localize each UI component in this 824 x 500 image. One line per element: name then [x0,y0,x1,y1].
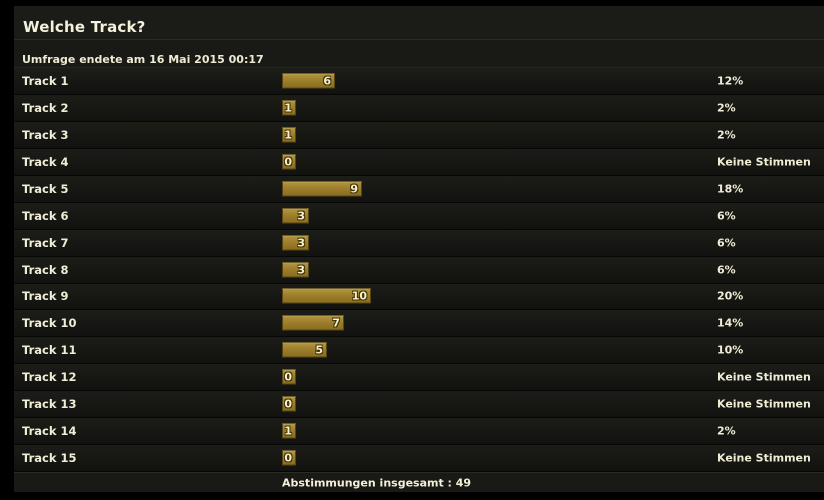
poll-row: Track 9 10 20% [14,283,824,311]
percent-label: 18% [717,182,744,196]
poll-rows-container: Track 1 6 12% Track 2 1 2% Track 3 1 2% … [14,68,824,473]
percent-label: 10% [717,343,744,357]
percent-label: Keine Stimmen [717,370,811,384]
poll-row: Track 1 6 12% [14,68,824,95]
percent-label: 20% [717,289,744,303]
vote-count: 6 [323,74,331,88]
vote-count: 0 [284,370,292,384]
track-label: Track 14 [22,424,77,439]
vote-bar: 0 [282,450,296,466]
vote-count: 0 [284,451,292,465]
vote-bar: 3 [282,208,309,224]
track-label: Track 12 [22,370,77,385]
track-label: Track 2 [22,100,69,115]
track-label: Track 8 [22,262,69,277]
track-label: Track 3 [22,127,69,142]
vote-bar: 6 [282,73,335,89]
percent-label: 6% [717,209,736,223]
poll-end-date: Umfrage endete am 16 Mai 2015 00:17 [22,53,264,66]
vote-bar: 0 [282,396,296,412]
vote-count: 5 [315,343,323,357]
poll-row: Track 8 3 6% [14,256,824,284]
vote-bar: 5 [282,342,327,358]
vote-count: 7 [332,316,340,330]
poll-results-panel: Welche Track? Umfrage endete am 16 Mai 2… [14,6,824,492]
vote-bar: 1 [282,100,296,116]
total-votes-label: Abstimmungen insgesamt : 49 [282,476,472,489]
vote-count: 1 [284,424,292,438]
track-label: Track 11 [22,343,77,358]
percent-label: 14% [717,316,744,330]
percent-label: 6% [717,263,736,277]
vote-count: 9 [350,182,358,196]
track-label: Track 7 [22,235,69,250]
poll-subtitle-bar: Umfrage endete am 16 Mai 2015 00:17 [14,40,824,68]
percent-label: 6% [717,236,736,250]
poll-row: Track 10 7 14% [14,310,824,338]
vote-bar: 1 [282,423,296,439]
vote-count: 0 [284,397,292,411]
vote-bar: 7 [282,315,344,331]
percent-label: Keine Stimmen [717,451,811,465]
poll-footer-bar: Abstimmungen insgesamt : 49 [14,472,824,492]
vote-count: 3 [297,236,305,250]
poll-row: Track 13 0 Keine Stimmen [14,391,824,419]
poll-row: Track 5 9 18% [14,175,824,203]
vote-count: 1 [284,101,292,115]
vote-count: 3 [297,209,305,223]
vote-count: 3 [297,263,305,277]
poll-row: Track 12 0 Keine Stimmen [14,364,824,392]
vote-bar: 3 [282,262,309,278]
poll-row: Track 2 1 2% [14,94,824,122]
vote-count: 10 [351,289,367,303]
poll-row: Track 4 0 Keine Stimmen [14,148,824,176]
percent-label: 2% [717,101,736,115]
track-label: Track 15 [22,451,77,466]
poll-title: Welche Track? [23,18,146,36]
vote-bar: 9 [282,181,362,197]
vote-bar: 10 [282,288,371,304]
poll-row: Track 6 3 6% [14,202,824,230]
poll-title-bar: Welche Track? [14,6,824,40]
track-label: Track 10 [22,316,77,331]
percent-label: 12% [717,74,744,88]
track-label: Track 1 [22,73,69,88]
percent-label: 2% [717,128,736,142]
track-label: Track 13 [22,397,77,412]
percent-label: Keine Stimmen [717,397,811,411]
vote-count: 1 [284,128,292,142]
vote-bar: 3 [282,235,309,251]
vote-count: 0 [284,155,292,169]
percent-label: 2% [717,424,736,438]
track-label: Track 9 [22,289,69,304]
poll-row: Track 3 1 2% [14,121,824,149]
vote-bar: 0 [282,154,296,170]
vote-bar: 1 [282,127,296,143]
track-label: Track 6 [22,208,69,223]
poll-row: Track 11 5 10% [14,337,824,365]
vote-bar: 0 [282,369,296,385]
track-label: Track 4 [22,154,69,169]
track-label: Track 5 [22,181,69,196]
poll-row: Track 15 0 Keine Stimmen [14,445,824,473]
percent-label: Keine Stimmen [717,155,811,169]
poll-row: Track 14 1 2% [14,418,824,446]
poll-row: Track 7 3 6% [14,229,824,257]
